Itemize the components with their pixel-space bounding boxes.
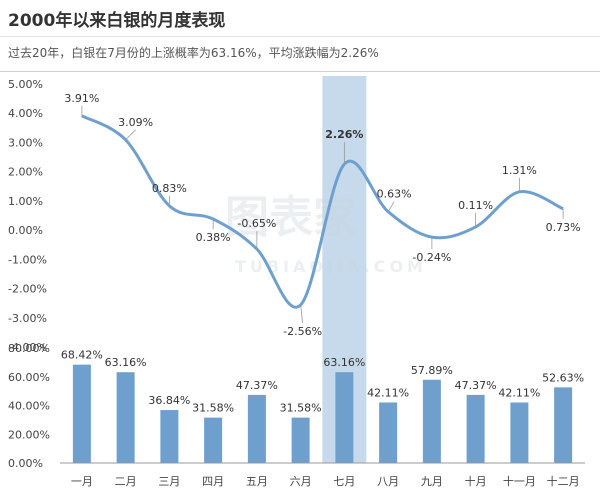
y-tick-label: 2.00% (8, 166, 43, 179)
bar (554, 387, 573, 463)
bar-data-labels: 68.42%63.16%36.84%31.58%47.37%31.58%63.1… (61, 349, 584, 415)
line-data-label: 3.09% (118, 116, 153, 129)
bar-data-label: 42.11% (367, 386, 409, 399)
line-data-label: 0.83% (152, 182, 187, 195)
bar (510, 402, 529, 463)
y-tick-label: 4.00% (8, 107, 43, 120)
bar-data-label: 42.11% (498, 386, 540, 399)
y-tick-label: 80.00% (8, 342, 50, 355)
x-tick-label: 一月 (71, 475, 93, 488)
bar (247, 394, 266, 463)
watermark-subtext: TUBIAOJIA.COM (235, 257, 427, 276)
line-data-label: -0.65% (237, 217, 276, 230)
bar (379, 402, 398, 463)
y-tick-label: 0.00% (8, 224, 43, 237)
bar-data-label: 63.16% (105, 356, 147, 369)
watermark-text: 图表家 (225, 192, 357, 243)
x-tick-label: 十二月 (547, 474, 580, 488)
x-tick-label: 五月 (246, 475, 268, 488)
y-tick-label: 1.00% (8, 195, 43, 208)
y-tick-label: -2.00% (8, 283, 47, 296)
x-tick-label: 八月 (377, 475, 399, 488)
bar (335, 372, 354, 463)
bar-y-axis: 80.00% 60.00% 40.00% 20.00% 0.00% (8, 342, 50, 470)
x-tick-label: 六月 (290, 475, 312, 488)
x-tick-label: 三月 (158, 475, 180, 488)
x-tick-label: 十一月 (503, 474, 536, 488)
y-tick-label: 3.00% (8, 136, 43, 149)
data-label-leader (125, 129, 136, 141)
bar-data-label: 63.16% (323, 356, 365, 369)
bars (72, 364, 573, 463)
y-tick-label: 5.00% (8, 78, 43, 91)
x-tick-label: 四月 (202, 475, 224, 488)
line-data-label: 0.38% (196, 231, 231, 244)
x-tick-label: 十月 (465, 474, 487, 488)
y-tick-label: -3.00% (8, 312, 47, 325)
line-data-label: 0.73% (546, 221, 581, 234)
line-data-label: 2.26% (325, 128, 363, 141)
bar-data-label: 36.84% (148, 394, 190, 407)
line-data-label: 0.63% (377, 188, 412, 201)
bar-data-label: 52.63% (542, 371, 584, 384)
y-tick-label: 40.00% (8, 400, 50, 413)
y-tick-label: 20.00% (8, 428, 50, 441)
line-data-label: 1.31% (502, 164, 537, 177)
line-series (81, 114, 564, 309)
x-tick-label: 二月 (115, 475, 137, 488)
chart-title: 2000年以来白银的月度表现 (8, 11, 226, 31)
bar (204, 417, 223, 463)
line-data-label: -0.24% (412, 251, 451, 264)
bar-data-label: 68.42% (61, 349, 103, 362)
bar-data-label: 31.58% (280, 402, 322, 415)
subtitle-divider (0, 71, 600, 72)
y-tick-label: -1.00% (8, 253, 47, 266)
bar (466, 394, 485, 463)
x-tick-label: 七月 (333, 475, 355, 488)
title-divider (0, 36, 600, 37)
bar-data-label: 57.89% (411, 364, 453, 377)
line-data-label: 0.11% (458, 199, 493, 212)
y-tick-label: 0.00% (8, 457, 43, 470)
x-tick-label: 九月 (421, 475, 443, 488)
bar (116, 372, 135, 463)
bar (160, 410, 179, 463)
bar (422, 379, 441, 463)
line-data-label: 3.91% (64, 92, 99, 105)
bar (72, 364, 91, 463)
line-y-axis: 5.00% 4.00% 3.00% 2.00% 1.00% 0.00% -1.00% -2.0… (8, 78, 47, 354)
line-series-path (81, 114, 564, 309)
bar-data-label: 47.37% (236, 379, 278, 392)
watermark: 图表家 TUBIAOJIA.COM (225, 192, 427, 276)
x-axis: 一月 二月 三月 四月 五月 六月 七月 八月 九月 十月 十一月 十二月 (60, 462, 585, 488)
bar-data-label: 31.58% (192, 402, 234, 415)
y-tick-label: 60.00% (8, 371, 50, 384)
data-label-leader (300, 304, 304, 323)
y-tick-label: -4.00% (8, 341, 47, 354)
bar-data-label: 47.37% (455, 379, 497, 392)
data-label-leader (387, 201, 395, 212)
line-data-label: -2.56% (283, 325, 322, 338)
line-data-labels: 3.91% 3.09% 0.83% 0.38% -0.65% -2.56% 2.26% 0.6… (64, 92, 580, 338)
chart-subtitle: 过去20年，白银在7月份的上涨概率为63.16%，平均涨跌幅为2.26% (8, 46, 379, 60)
bar (291, 417, 310, 463)
